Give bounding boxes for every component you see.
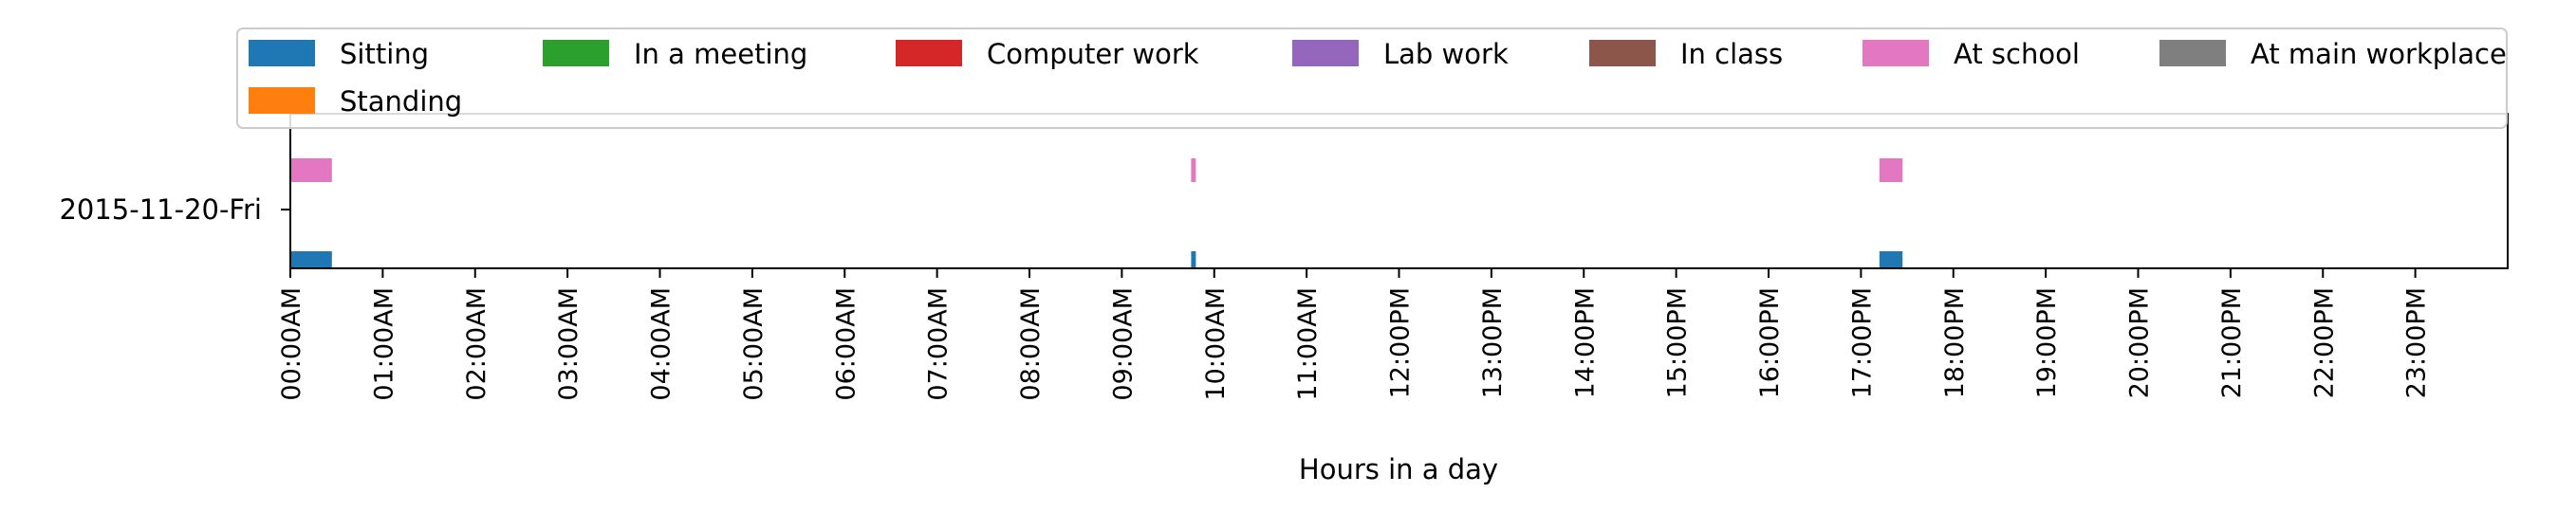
bar-at-school [290,158,332,182]
legend-label-computer-work: Computer work [987,38,1199,70]
legend-label-in-a-meeting: In a meeting [634,38,807,70]
legend-swatch-at-school [1863,40,1929,66]
x-tick-label: 08:00AM [1016,287,1046,401]
legend-label-in-class: In class [1680,38,1783,70]
legend-label-at-school: At school [1954,38,2080,70]
legend-label-sitting: Sitting [340,38,429,70]
x-tick-label: 09:00AM [1108,287,1138,401]
bar-at-school [1879,158,1903,182]
x-tick-label: 23:00PM [2402,287,2432,398]
bar-sitting [290,251,332,268]
legend-label-at-main-workplace: At main workplace [2251,38,2507,70]
y-tick-label-date: 2015-11-20-Fri [59,193,262,226]
legend-swatch-standing [249,87,315,114]
legend-label-lab-work: Lab work [1383,38,1509,70]
plot-frame [289,113,2509,269]
x-tick-label: 01:00AM [369,287,398,401]
x-tick-label: 12:00PM [1386,287,1416,398]
legend-label-standing: Standing [340,85,462,118]
legend-swatch-sitting [249,40,315,66]
legend-swatch-in-class [1589,40,1656,66]
x-tick-label: 18:00PM [1940,287,1970,398]
bar-sitting [1879,251,1903,268]
bar-sitting [1191,251,1196,268]
x-tick-label: 06:00AM [831,287,861,401]
x-tick-label: 05:00AM [739,287,769,401]
x-tick-label: 03:00AM [554,287,584,401]
x-tick-label: 04:00AM [647,287,676,401]
x-axis-ticks: 00:00AM 01:00AM 02:00AM 03:00AM 04:00AM 05:00… [277,268,2432,401]
legend-swatch-in-a-meeting [543,40,609,66]
legend-swatch-lab-work [1292,40,1359,66]
x-tick-label: 07:00AM [924,287,954,401]
legend-frame [236,27,2508,129]
x-tick-label: 22:00PM [2309,287,2339,398]
x-tick-label: 16:00PM [1755,287,1785,398]
x-tick-label: 15:00PM [1663,287,1693,398]
legend-swatch-at-main-workplace [2159,40,2226,66]
x-axis-label: Hours in a day [1299,453,1498,485]
x-tick-label: 19:00PM [2032,287,2062,398]
x-tick-label: 21:00PM [2217,287,2247,398]
x-tick-label: 10:00AM [1201,287,1231,401]
x-tick-label: 00:00AM [277,287,306,401]
legend-swatch-computer-work [896,40,962,66]
timeline-marks [290,158,1903,268]
x-tick-label: 14:00PM [1570,287,1600,398]
x-tick-label: 20:00PM [2125,287,2155,398]
x-tick-label: 02:00AM [462,287,491,401]
legend: Sitting Standing In a meeting Computer work… [236,27,2508,129]
x-tick-label: 17:00PM [1847,287,1877,398]
bar-at-school [1191,158,1196,182]
x-tick-label: 11:00AM [1293,287,1323,401]
x-tick-label: 13:00PM [1478,287,1508,398]
